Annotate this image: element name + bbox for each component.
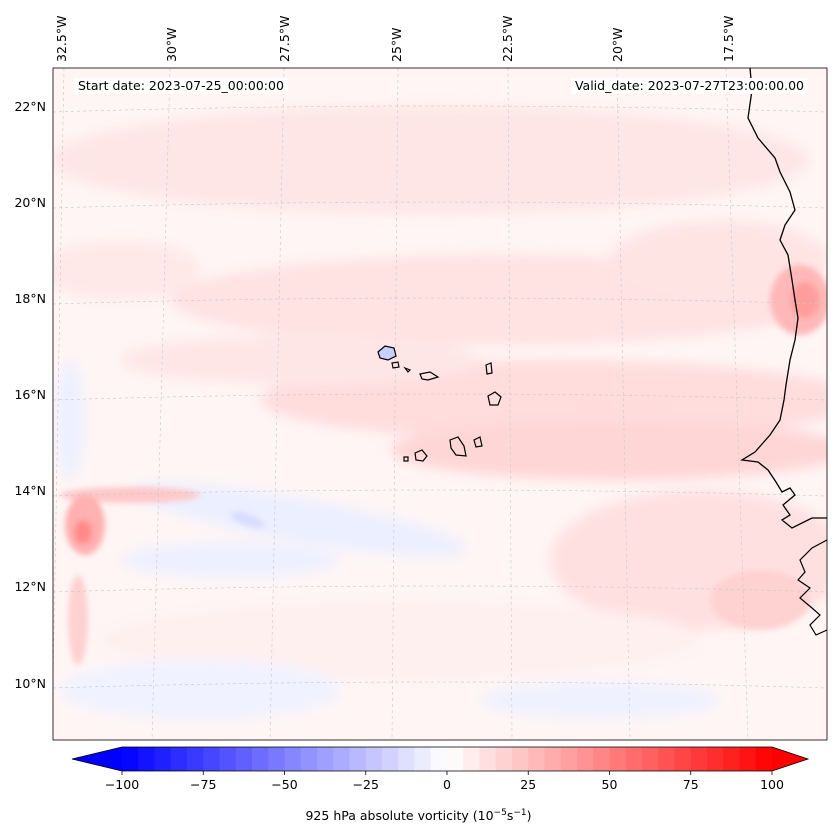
colorbar-ticks: −100 −75 −50 −25 0 25 50 75 100 (105, 771, 784, 792)
colorbar-step (122, 747, 139, 771)
lat-tick-label: 12°N (14, 579, 46, 594)
colorbar-step (479, 747, 497, 771)
colorbar-tick-label: 75 (683, 777, 699, 792)
colorbar-label-text: 925 hPa absolute vorticity (10 (305, 808, 494, 824)
lat-tick-labels: 22°N 20°N 18°N 16°N 14°N 12°N 10°N (14, 99, 46, 691)
lon-tick-label: 25°W (389, 27, 404, 62)
colorbar-step (333, 747, 351, 771)
lon-tick-label: 20°W (610, 27, 625, 62)
valid-date-label: Valid_date: 2023-07-27T23:00:00.00 (570, 78, 808, 94)
colorbar-step (739, 747, 757, 771)
map-frame (52, 67, 828, 741)
colorbar-step (398, 747, 416, 771)
colorbar-step (138, 747, 156, 771)
lat-tick-label: 16°N (14, 387, 46, 402)
colorbar-label-unit: s (506, 808, 514, 824)
colorbar-step (560, 747, 578, 771)
colorbar-step (317, 747, 334, 771)
colorbar-tick-label: −25 (353, 777, 379, 792)
colorbar-step (219, 747, 237, 771)
vorticity-field (53, 68, 827, 740)
colorbar-extend-low (72, 747, 122, 771)
lon-tick-label: 27.5°W (277, 16, 292, 62)
colorbar-steps (122, 747, 773, 771)
lat-tick-label: 10°N (14, 676, 46, 691)
colorbar-step (674, 747, 692, 771)
colorbar-label-exp1: −5 (493, 808, 507, 818)
lat-tick-label: 20°N (14, 195, 46, 210)
colorbar-tick-label: 25 (520, 777, 536, 792)
colorbar-step (593, 747, 611, 771)
lat-tick-label: 18°N (14, 291, 46, 306)
colorbar-tick-label: −50 (271, 777, 297, 792)
colorbar-step (463, 747, 481, 771)
colorbar-tick-label: −75 (190, 777, 216, 792)
colorbar-step (577, 747, 594, 771)
colorbar-step (170, 747, 188, 771)
lat-tick-label: 22°N (14, 99, 46, 114)
africa-coastline-south (797, 539, 827, 636)
colorbar-tick-label: 50 (602, 777, 618, 792)
colorbar-step (284, 747, 302, 771)
colorbar-step (690, 747, 708, 771)
colorbar-step (349, 747, 367, 771)
africa-coastline (740, 68, 827, 529)
colorbar-step (430, 747, 448, 771)
cape-verde-islands (377, 345, 502, 462)
colorbar-step (300, 747, 318, 771)
colorbar-step (609, 747, 627, 771)
lat-tick-label: 14°N (14, 483, 46, 498)
colorbar-step (707, 747, 724, 771)
colorbar-step (187, 747, 204, 771)
colorbar-step (365, 747, 383, 771)
colorbar-tick-label: 100 (760, 777, 784, 792)
colorbar-tick-label: −100 (105, 777, 139, 792)
lon-tick-label: 22.5°W (500, 16, 515, 62)
colorbar-step (544, 747, 562, 771)
colorbar-step (154, 747, 172, 771)
colorbar-step (642, 747, 659, 771)
lon-tick-labels: 32.5°W 30°W 27.5°W 25°W 22.5°W 20°W 17.5… (54, 16, 736, 62)
colorbar-label-exp2: −1 (513, 808, 527, 818)
start-date-label: Start date: 2023-07-25_00:00:00 (74, 78, 288, 94)
colorbar-step (512, 747, 529, 771)
colorbar-tick-label: 0 (443, 777, 451, 792)
colorbar-label: 925 hPa absolute vorticity (10−5s−1) (0, 808, 837, 823)
colorbar-step (414, 747, 432, 771)
colorbar-step (447, 747, 464, 771)
colorbar-extend-high (772, 747, 808, 771)
colorbar-step (528, 747, 546, 771)
colorbar: −100 −75 −50 −25 0 25 50 75 100 (71, 746, 810, 792)
colorbar-step (252, 747, 269, 771)
colorbar-step (203, 747, 221, 771)
lon-tick-label: 32.5°W (54, 16, 69, 62)
lon-tick-label: 17.5°W (721, 16, 736, 62)
colorbar-step (755, 747, 773, 771)
colorbar-step (382, 747, 399, 771)
colorbar-label-close: ) (526, 808, 532, 824)
colorbar-step (495, 747, 513, 771)
colorbar-step (268, 747, 286, 771)
lon-tick-label: 30°W (164, 27, 179, 62)
colorbar-step (625, 747, 643, 771)
colorbar-step (723, 747, 741, 771)
colorbar-step (658, 747, 676, 771)
colorbar-step (235, 747, 253, 771)
map-gridlines (53, 68, 827, 740)
